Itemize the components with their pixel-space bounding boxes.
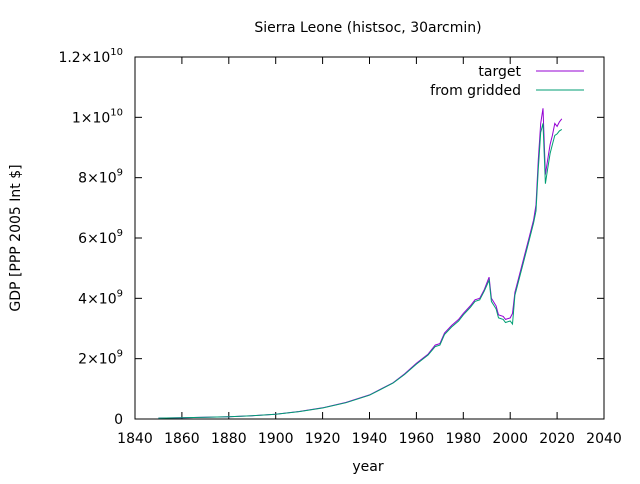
y-tick-exponent: 9 [117, 349, 123, 360]
x-tick-label: 1940 [352, 431, 388, 447]
y-tick-mantissa: 2×10 [78, 352, 116, 368]
y-tick-exponent: 10 [110, 107, 123, 118]
y-tick-exponent: 9 [117, 168, 123, 179]
legend-label: from gridded [430, 83, 521, 99]
x-tick-label: 2040 [586, 431, 622, 447]
series-lines [158, 108, 563, 419]
x-tick-label: 2000 [492, 431, 528, 447]
y-tick-label: 8×109 [78, 168, 123, 187]
chart-title: Sierra Leone (histsoc, 30arcmin) [254, 20, 481, 36]
y-tick-mantissa: 4×10 [78, 291, 116, 307]
x-tick-label: 1960 [399, 431, 435, 447]
y-tick-mantissa: 0 [114, 412, 123, 428]
x-axis-label: year [352, 459, 383, 475]
y-tick-label: 4×109 [78, 288, 123, 307]
x-tick-label: 1980 [445, 431, 481, 447]
x-tick-label: 1900 [258, 431, 294, 447]
y-tick-mantissa: 1×10 [72, 110, 110, 126]
y-tick-mantissa: 1.2×10 [58, 50, 110, 66]
y-tick-exponent: 10 [110, 47, 123, 58]
y-tick-mantissa: 6×10 [78, 231, 116, 247]
y-tick-exponent: 9 [117, 288, 123, 299]
legend-label: target [478, 64, 521, 80]
x-tick-label: 1860 [164, 431, 200, 447]
y-tick-mantissa: 8×10 [78, 171, 116, 187]
y-axis-label: GDP [PPP 2005 Int $] [8, 164, 24, 311]
y-tick-label: 1×1010 [72, 107, 123, 126]
y-tick-exponent: 9 [117, 228, 123, 239]
y-tick-label: 1.2×1010 [58, 47, 123, 66]
x-tick-label: 1840 [117, 431, 153, 447]
series-line-target [158, 108, 563, 419]
series-line-from-gridded [158, 123, 563, 419]
x-tick-label: 1920 [305, 431, 341, 447]
x-axis: 1840 1860 1880 1900 1920 1940 1960 1980 2000 2020… [117, 57, 622, 447]
x-tick-label: 1880 [211, 431, 247, 447]
plot-frame [134, 56, 605, 420]
y-tick-label: 6×109 [78, 228, 123, 247]
legend: target from gridded [430, 64, 584, 99]
x-tick-label: 2020 [539, 431, 575, 447]
y-tick-label: 0 [114, 412, 123, 428]
y-tick-label: 2×109 [78, 349, 123, 368]
